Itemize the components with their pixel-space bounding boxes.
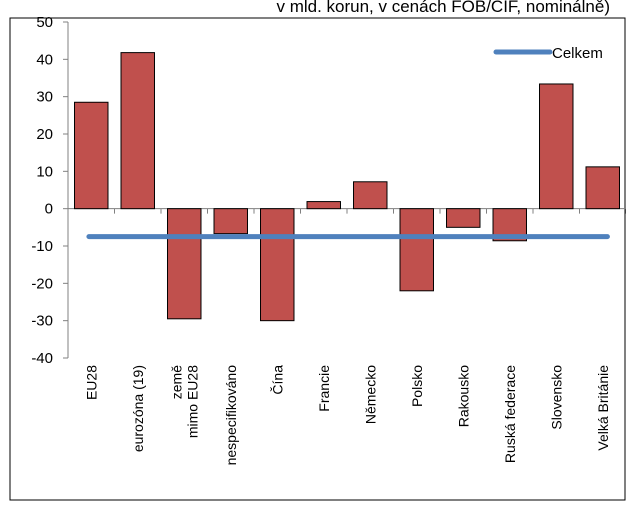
bar-zem-mimo-eu28 xyxy=(167,208,202,320)
y-tick-label: 10 xyxy=(36,163,53,180)
category-label: mimo EU28 xyxy=(184,365,200,438)
chart-subtitle: v mld. korun, v cenách FOB/CIF, nomináln… xyxy=(276,0,610,16)
category-label: nespecifikováno xyxy=(223,365,239,466)
category-label: země xyxy=(168,365,184,399)
category-label: Slovensko xyxy=(548,365,564,430)
category-label: Ruská federace xyxy=(502,365,518,463)
y-tick-label: 30 xyxy=(36,89,53,106)
category-label: Francie xyxy=(316,365,332,412)
bar-polsko xyxy=(399,208,434,292)
bar--na xyxy=(260,208,295,322)
bar-francie xyxy=(306,201,341,210)
bar-euroz-na-19- xyxy=(120,52,155,210)
bar-slovensko xyxy=(539,83,574,210)
category-label: EU28 xyxy=(83,365,99,400)
category-label: Velká Británie xyxy=(595,365,611,451)
y-tick-label: 20 xyxy=(36,126,53,143)
y-tick-label: -30 xyxy=(31,313,53,330)
y-tick-label: 0 xyxy=(45,201,53,218)
y-tick-label: 50 xyxy=(36,14,53,31)
y-tick-label: 40 xyxy=(36,51,53,68)
y-tick-label: -40 xyxy=(31,350,53,367)
category-label: Německo xyxy=(362,365,378,424)
category-label: Polsko xyxy=(409,365,425,407)
bar-rakousko xyxy=(446,208,481,228)
bar-eu28 xyxy=(74,101,109,210)
y-tick-label: -20 xyxy=(31,275,53,292)
bar-nespecifikov-no xyxy=(213,208,248,235)
category-label: Rakousko xyxy=(455,365,471,427)
bar-velk-brit-nie xyxy=(585,166,620,210)
bar-n-mecko xyxy=(353,181,388,210)
category-label: eurozóna (19) xyxy=(130,365,146,452)
chart-frame xyxy=(9,17,626,501)
y-tick-label: -10 xyxy=(31,238,53,255)
category-label: Čína xyxy=(269,365,285,395)
legend-label-celkem: Celkem xyxy=(552,45,603,62)
